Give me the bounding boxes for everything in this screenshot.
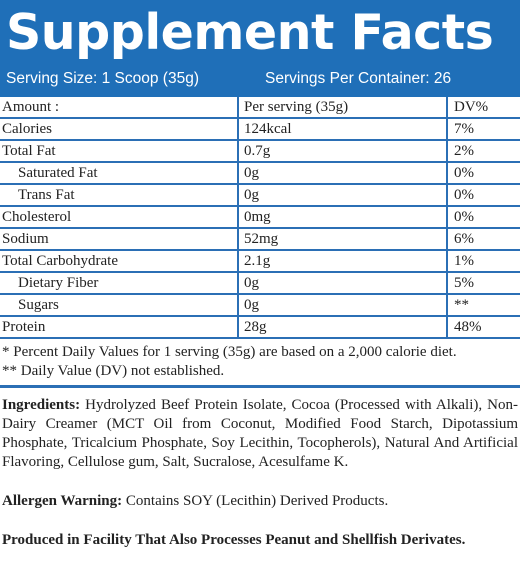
- nutrient-name: Sodium: [2, 231, 49, 247]
- nutrient-name: Protein: [2, 319, 46, 335]
- serving-size: Serving Size: 1 Scoop (35g): [6, 70, 199, 87]
- table-row: Total Carbohydrate 2.1g 1%: [0, 251, 520, 273]
- nutrient-dv: **: [454, 297, 469, 313]
- table-row: Cholesterol 0mg 0%: [0, 207, 520, 229]
- nutrient-amount: 2.1g: [244, 253, 271, 269]
- ingredients-section: Ingredients: Hydrolyzed Beef Protein Iso…: [0, 388, 520, 472]
- nutrient-amount: 0.7g: [244, 143, 271, 159]
- table-row: Calories 124kcal 7%: [0, 119, 520, 141]
- nutrient-amount: 0g: [244, 187, 259, 203]
- table-row: Sugars 0g **: [0, 295, 520, 317]
- table-row: Sodium 52mg 6%: [0, 229, 520, 251]
- nutrient-name: Saturated Fat: [18, 165, 98, 181]
- facility-warning: Produced in Facility That Also Processes…: [2, 532, 466, 548]
- column-header-per-serving: Per serving (35g): [244, 99, 349, 115]
- footnote-daily-values: * Percent Daily Values for 1 serving (35…: [2, 344, 457, 360]
- ingredients-text: Hydrolyzed Beef Protein Isolate, Cocoa (…: [2, 397, 518, 470]
- table-row: Total Fat 0.7g 2%: [0, 141, 520, 163]
- ingredients-label: Ingredients:: [2, 397, 81, 413]
- nutrient-amount: 28g: [244, 319, 267, 335]
- nutrient-dv: 7%: [454, 121, 474, 137]
- column-divider: [446, 97, 448, 339]
- nutrient-amount: 124kcal: [244, 121, 292, 137]
- nutrient-dv: 48%: [454, 319, 482, 335]
- nutrient-dv: 0%: [454, 209, 474, 225]
- table-row: Protein 28g 48%: [0, 317, 520, 339]
- nutrient-name: Dietary Fiber: [18, 275, 99, 291]
- nutrient-dv: 6%: [454, 231, 474, 247]
- nutrient-name: Sugars: [18, 297, 59, 313]
- allergen-label: Allergen Warning:: [2, 493, 123, 509]
- nutrient-amount: 0mg: [244, 209, 271, 225]
- table-header-row: Amount : Per serving (35g) DV%: [0, 97, 520, 119]
- nutrient-name: Cholesterol: [2, 209, 72, 225]
- footnotes: * Percent Daily Values for 1 serving (35…: [0, 339, 520, 388]
- nutrient-dv: 5%: [454, 275, 474, 291]
- nutrient-amount: 52mg: [244, 231, 279, 247]
- supplement-facts-header: Supplement Facts Serving Size: 1 Scoop (…: [0, 0, 520, 97]
- nutrient-name: Calories: [2, 121, 52, 137]
- nutrient-amount: 0g: [244, 275, 259, 291]
- table-row: Trans Fat 0g 0%: [0, 185, 520, 207]
- nutrition-table: Amount : Per serving (35g) DV% Calories 1…: [0, 97, 520, 339]
- page-title: Supplement Facts: [6, 4, 494, 61]
- nutrient-dv: 1%: [454, 253, 474, 269]
- column-header-amount: Amount :: [2, 99, 60, 115]
- footnote-dv-not-established: ** Daily Value (DV) not established.: [2, 363, 225, 379]
- nutrient-name: Total Carbohydrate: [2, 253, 118, 269]
- nutrient-name: Trans Fat: [18, 187, 75, 203]
- table-row: Dietary Fiber 0g 5%: [0, 273, 520, 295]
- servings-per-container: Servings Per Container: 26: [265, 70, 452, 87]
- nutrient-amount: 0g: [244, 297, 259, 313]
- nutrient-name: Total Fat: [2, 143, 56, 159]
- column-divider: [237, 97, 239, 339]
- table-row: Saturated Fat 0g 0%: [0, 163, 520, 185]
- nutrient-dv: 0%: [454, 187, 474, 203]
- nutrient-dv: 2%: [454, 143, 474, 159]
- nutrient-dv: 0%: [454, 165, 474, 181]
- allergen-section: Allergen Warning: Contains SOY (Lecithin…: [0, 472, 520, 511]
- column-header-dv: DV%: [454, 99, 489, 115]
- nutrient-amount: 0g: [244, 165, 259, 181]
- allergen-text: Contains SOY (Lecithin) Derived Products…: [122, 493, 389, 509]
